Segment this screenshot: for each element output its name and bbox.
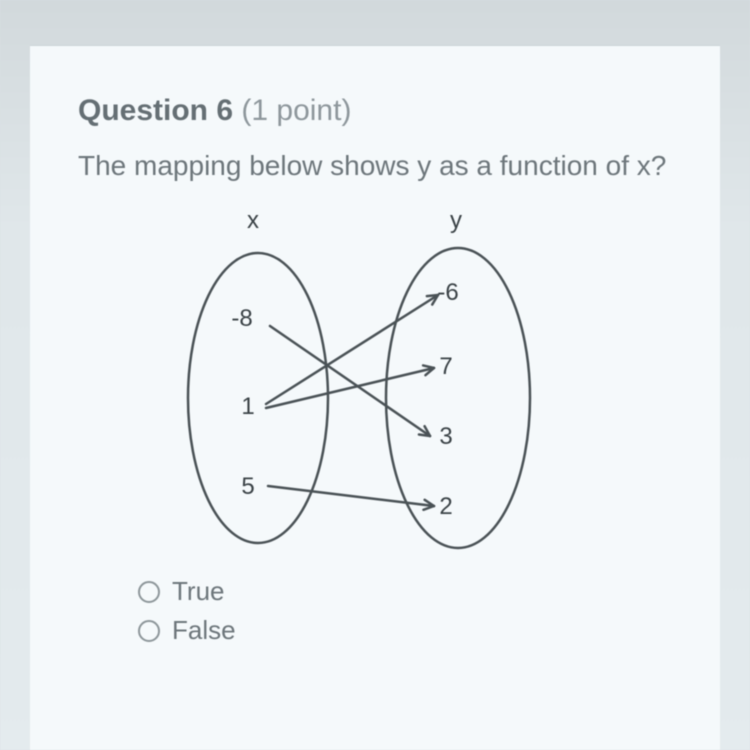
- question-text: The mapping below shows y as a function …: [78, 150, 672, 182]
- svg-text:1: 1: [241, 393, 254, 420]
- svg-text:-8: -8: [231, 305, 252, 332]
- question-points: (1 point): [241, 94, 351, 127]
- answer-options: True False: [138, 576, 672, 646]
- option-label: True: [172, 576, 225, 607]
- radio-icon: [138, 620, 160, 642]
- option-true[interactable]: True: [138, 576, 672, 607]
- svg-text:-6: -6: [437, 279, 458, 306]
- svg-text:x: x: [247, 207, 259, 234]
- question-prefix: Question: [78, 94, 208, 127]
- radio-icon: [138, 581, 160, 603]
- question-card: Question 6 (1 point) The mapping below s…: [30, 45, 720, 750]
- option-false[interactable]: False: [138, 615, 672, 646]
- svg-text:y: y: [450, 207, 462, 234]
- mapping-diagram: x y -8 1 5 -6 7 3 2: [158, 198, 588, 558]
- svg-text:5: 5: [241, 473, 254, 500]
- option-label: False: [172, 615, 236, 646]
- screen: Question 6 (1 point) The mapping below s…: [0, 0, 750, 750]
- svg-text:3: 3: [439, 423, 452, 450]
- svg-text:2: 2: [439, 493, 452, 520]
- mapping-svg: x y -8 1 5 -6 7 3 2: [158, 198, 588, 558]
- question-header: Question 6 (1 point): [78, 94, 672, 128]
- question-number: 6: [216, 94, 233, 127]
- svg-text:7: 7: [439, 353, 452, 380]
